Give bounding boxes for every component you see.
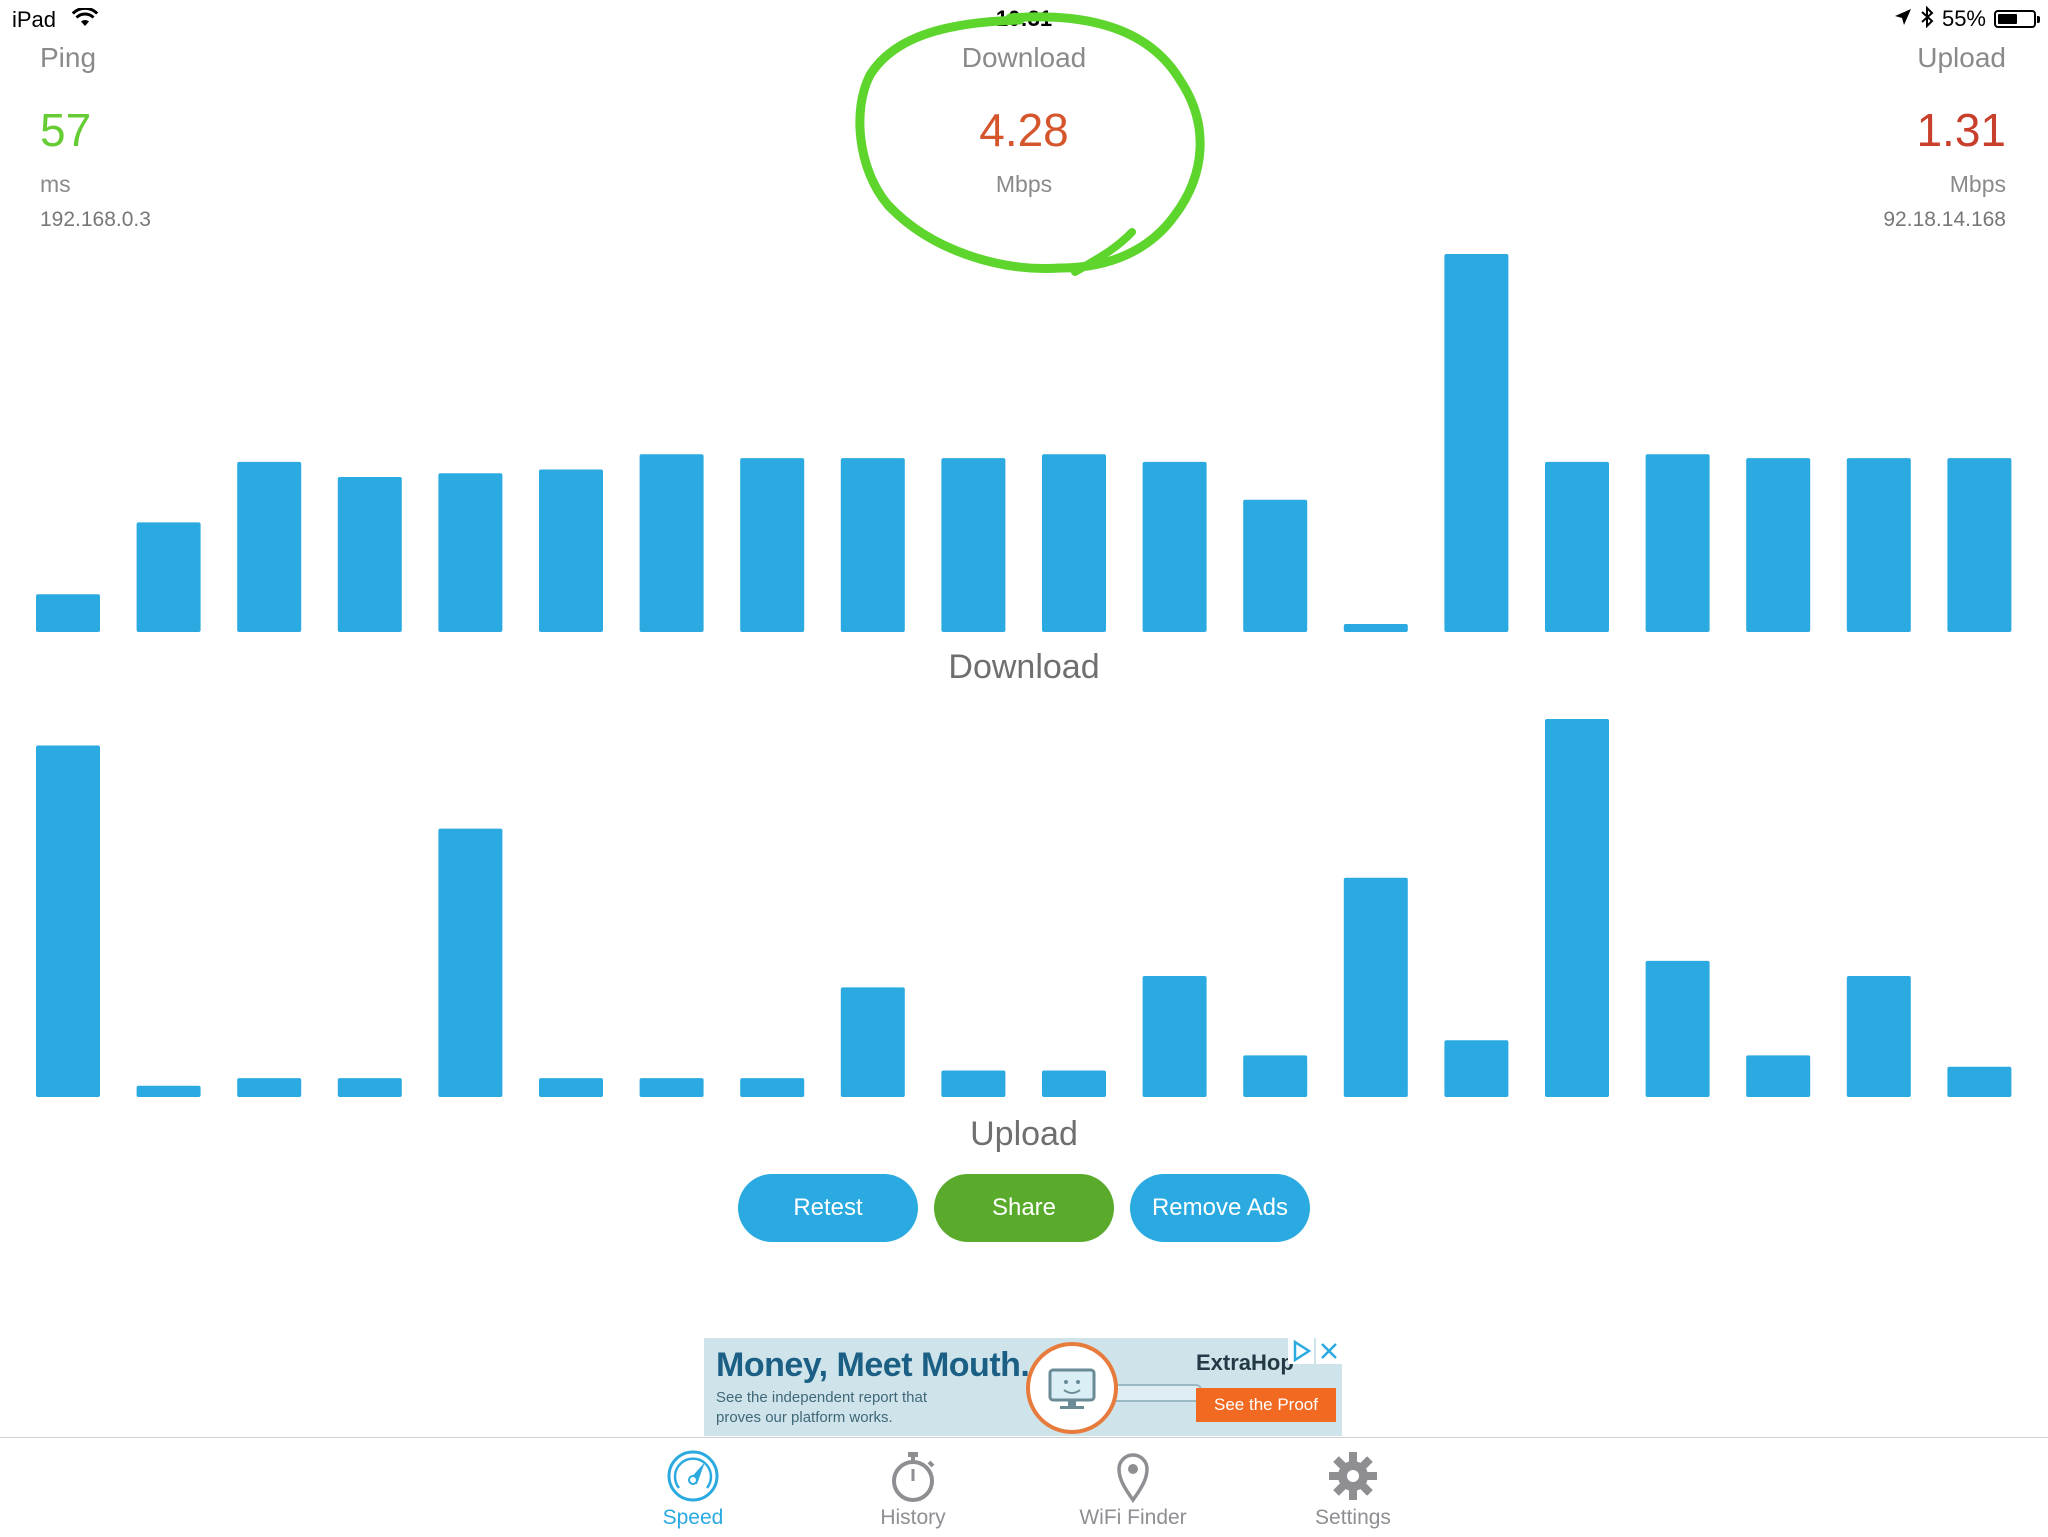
upload-value: 1.31 <box>1916 104 2006 156</box>
download-bar-9 <box>840 458 905 632</box>
device-name: iPad <box>12 7 57 32</box>
download-bar-11 <box>1042 454 1106 632</box>
upload-bar-18 <box>1746 1055 1811 1097</box>
download-unit: Mbps <box>995 171 1053 197</box>
upload-bar-1 <box>36 745 100 1097</box>
tab-bar: Speed History WiFi Finder Settings <box>0 1437 2048 1537</box>
download-bar-2 <box>136 522 201 632</box>
upload-bar-8 <box>740 1078 805 1097</box>
download-metric: Download 4.28 Mbps <box>824 38 1224 202</box>
map-pin-icon <box>1105 1448 1161 1504</box>
tab-wifi-finder-label: WiFi Finder <box>1079 1506 1187 1529</box>
tab-settings-label: Settings <box>1315 1506 1391 1529</box>
tab-history-label: History <box>880 1506 946 1529</box>
download-chart <box>36 254 2012 632</box>
upload-metric: Upload 1.31 Mbps 92.18.14.168 <box>1883 38 2006 236</box>
download-bar-4 <box>337 477 402 632</box>
download-value: 4.28 <box>979 104 1069 156</box>
download-bar-5 <box>438 473 503 632</box>
download-bar-16 <box>1545 461 1609 632</box>
tab-settings[interactable]: Settings <box>1263 1438 1443 1537</box>
download-bar-20 <box>1947 458 2012 632</box>
download-label: Download <box>961 42 1087 73</box>
upload-label: Upload <box>1917 42 2006 73</box>
ad-cta-button[interactable]: See the Proof <box>1196 1388 1336 1422</box>
tab-speed[interactable]: Speed <box>603 1438 783 1537</box>
upload-bar-2 <box>136 1085 201 1097</box>
download-bar-13 <box>1243 499 1308 632</box>
upload-chart <box>36 719 2012 1097</box>
upload-bar-12 <box>1142 976 1207 1097</box>
upload-bar-14 <box>1343 877 1408 1097</box>
upload-bar-4 <box>337 1078 402 1097</box>
ad-brand: ExtraHop <box>1196 1350 1294 1375</box>
upload-bar-7 <box>639 1078 704 1097</box>
download-bar-10 <box>941 458 1006 632</box>
tab-wifi-finder[interactable]: WiFi Finder <box>1043 1438 1223 1537</box>
ad-body: See the independent report that proves o… <box>716 1389 927 1426</box>
speedometer-icon <box>665 1448 721 1504</box>
ad-choices-icon[interactable] <box>1288 1338 1314 1364</box>
upload-bar-10 <box>941 1070 1006 1097</box>
ad-headline: Money, Meet Mouth. <box>716 1346 1030 1384</box>
bluetooth-icon <box>1920 5 1934 33</box>
ping-value: 57 <box>40 104 92 156</box>
upload-bar-19 <box>1846 976 1911 1097</box>
download-bar-17 <box>1645 454 1710 632</box>
upload-bar-15 <box>1444 1040 1509 1097</box>
ad-choices[interactable] <box>1288 1338 1342 1364</box>
local-ip: 192.168.0.3 <box>40 208 151 231</box>
download-bar-18 <box>1746 458 1811 632</box>
upload-bar-3 <box>237 1078 302 1097</box>
location-arrow-icon <box>1894 8 1912 31</box>
upload-bar-16 <box>1545 719 1609 1097</box>
download-bar-12 <box>1142 461 1207 632</box>
upload-bar-11 <box>1042 1070 1106 1097</box>
ping-metric: Ping 57 ms 192.168.0.3 <box>40 38 151 236</box>
tab-history[interactable]: History <box>823 1438 1003 1537</box>
tab-speed-label: Speed <box>662 1506 724 1529</box>
download-bar-6 <box>539 469 603 632</box>
upload-bar-6 <box>539 1078 603 1097</box>
magnifier-monitor-icon <box>1026 1342 1118 1434</box>
retest-button[interactable]: Retest <box>738 1174 918 1242</box>
download-bar-7 <box>639 454 704 632</box>
external-ip: 92.18.14.168 <box>1883 208 2006 231</box>
upload-bar-9 <box>840 987 905 1097</box>
stopwatch-icon <box>885 1448 941 1504</box>
battery-percent: 55% <box>1941 6 1986 31</box>
ad-close-icon[interactable] <box>1316 1338 1342 1364</box>
ad-banner[interactable]: Money, Meet Mouth. See the independent r… <box>704 1338 1342 1436</box>
annotation-circle <box>855 12 1205 276</box>
upload-chart-title: Upload <box>970 1115 1078 1153</box>
upload-bar-5 <box>438 828 503 1097</box>
download-bar-14 <box>1343 624 1408 632</box>
remove-ads-button[interactable]: Remove Ads <box>1130 1174 1310 1242</box>
wifi-icon <box>71 6 99 33</box>
ad-magnifier-handle <box>1108 1384 1202 1402</box>
download-bar-1 <box>36 594 100 632</box>
gear-icon <box>1325 1448 1381 1504</box>
upload-unit: Mbps <box>1949 171 2006 197</box>
download-bar-15 <box>1444 254 1509 632</box>
upload-bar-20 <box>1947 1066 2012 1097</box>
download-bar-8 <box>740 458 805 632</box>
download-bar-3 <box>237 461 302 632</box>
ping-label: Ping <box>40 42 97 73</box>
ping-unit: ms <box>40 171 71 197</box>
upload-bar-13 <box>1243 1055 1308 1097</box>
upload-bar-17 <box>1645 960 1710 1097</box>
download-bar-19 <box>1846 458 1911 632</box>
battery-icon <box>1994 10 2040 28</box>
download-chart-title: Download <box>948 648 1100 686</box>
share-button[interactable]: Share <box>934 1174 1114 1242</box>
